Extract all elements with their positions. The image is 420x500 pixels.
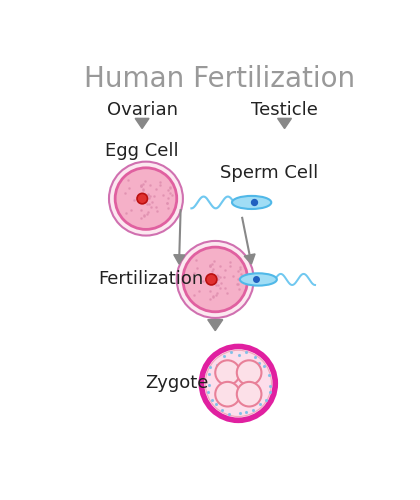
Text: Sperm Cell: Sperm Cell	[220, 164, 318, 182]
Polygon shape	[208, 320, 223, 330]
Text: Testicle: Testicle	[251, 101, 318, 119]
Text: Ovarian: Ovarian	[107, 101, 178, 119]
Circle shape	[109, 162, 183, 236]
Circle shape	[215, 382, 240, 406]
Circle shape	[137, 194, 147, 204]
Circle shape	[215, 360, 240, 385]
Circle shape	[115, 168, 177, 230]
Circle shape	[237, 382, 262, 406]
Polygon shape	[135, 118, 149, 128]
Polygon shape	[278, 118, 291, 128]
Circle shape	[183, 247, 248, 312]
Polygon shape	[244, 254, 255, 264]
Text: Human Fertilization: Human Fertilization	[84, 65, 354, 93]
Text: Zygote: Zygote	[145, 374, 208, 392]
Ellipse shape	[232, 196, 271, 209]
Circle shape	[205, 350, 271, 416]
Circle shape	[237, 360, 262, 385]
Polygon shape	[174, 254, 185, 264]
Circle shape	[202, 346, 276, 420]
Ellipse shape	[240, 274, 277, 285]
Circle shape	[206, 274, 217, 285]
Circle shape	[177, 241, 254, 318]
Text: Fertilization: Fertilization	[98, 270, 203, 288]
Text: Egg Cell: Egg Cell	[105, 142, 179, 160]
